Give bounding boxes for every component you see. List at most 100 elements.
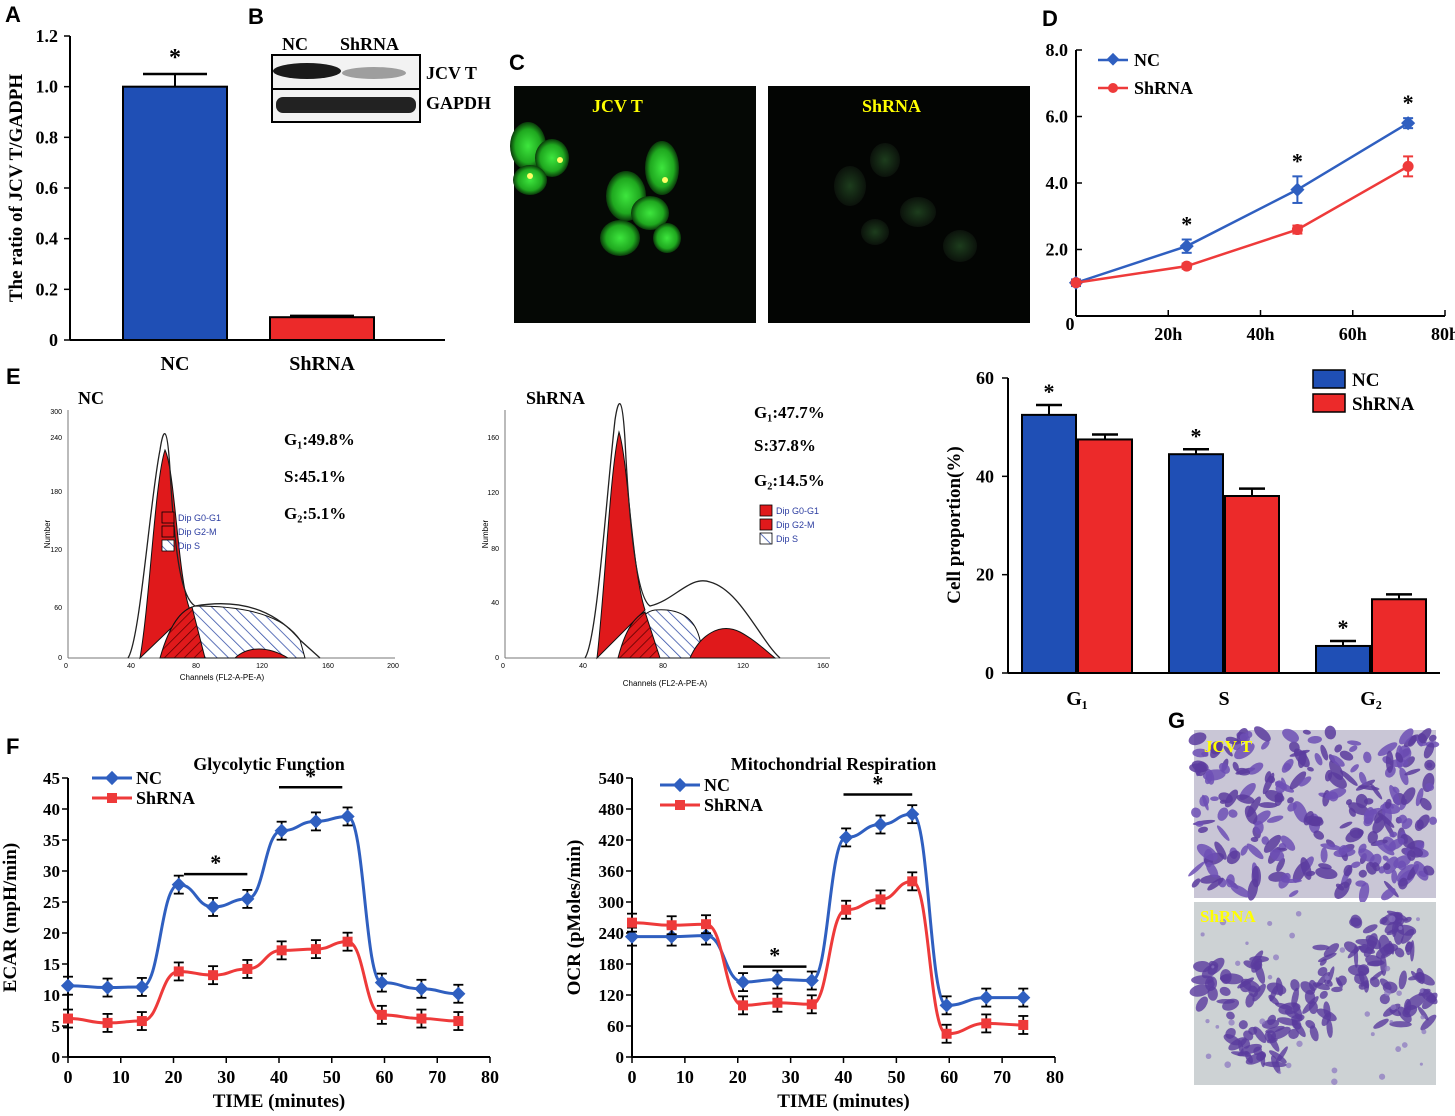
stain-cell: [1225, 736, 1240, 745]
flow-shrna-xtick: 40: [579, 663, 587, 670]
chart-d-xtick-label: 20h: [1154, 324, 1182, 344]
chart-f-ocr-xtick-label: 70: [993, 1067, 1011, 1087]
chart-f-ecar-point: [173, 966, 184, 977]
chart-f-ecar-xtick-label: 0: [64, 1067, 73, 1087]
chart-f-ecar-point: [340, 809, 355, 824]
stain-cell: [1222, 998, 1240, 1011]
chart-f-ocr-ytick-label: 180: [599, 955, 625, 974]
chart-f-ocr-point: [1016, 990, 1031, 1005]
stain-cell: [1261, 740, 1270, 750]
stain-cell: [1191, 760, 1209, 772]
stain-cell: [1246, 843, 1264, 860]
chart-f-ecar-ytick-label: 20: [43, 924, 60, 943]
stain-cell: [1379, 993, 1390, 1005]
chart-f-ecar-point: [310, 944, 321, 955]
chart-e-legend-swatch-shrna: [1312, 393, 1346, 413]
flow-histogram-shrna: ShRNA G₁:47.7% S:37.8% G₂:14.5% Dip G0-G…: [481, 388, 830, 688]
stain-cell: [1289, 771, 1307, 790]
chart-a-significance: *: [169, 45, 181, 71]
chart-f-ocr-ytick-label: 420: [599, 831, 625, 850]
flow-nc-g2: G₂:5.1%: [284, 504, 346, 523]
stain-dot: [1364, 1011, 1371, 1017]
stain-cell: [1247, 878, 1259, 901]
stain-cell: [1278, 1002, 1301, 1015]
stain-cell: [1375, 945, 1394, 959]
stain-cell: [1425, 782, 1435, 791]
flow-nc-xlabel: Channels (FL2-A-PE-A): [180, 673, 265, 682]
chart-d-point: [1070, 277, 1082, 289]
stain-dot: [1200, 932, 1205, 937]
stain-cell: [1395, 752, 1404, 763]
stain-cell: [1216, 825, 1230, 841]
chart-f-ecar-point: [100, 980, 115, 995]
stain-cell: [1305, 1019, 1316, 1029]
stain-cell: [1207, 877, 1224, 891]
stain-cell: [1358, 843, 1367, 853]
stain-cell: [1223, 745, 1233, 757]
stain-dot: [1205, 1053, 1212, 1060]
stain-cell: [1403, 734, 1420, 747]
stain-cell: [1230, 884, 1251, 898]
micrograph-jcvt: JCV T: [510, 86, 756, 323]
chart-e-bar-nc: [1168, 453, 1224, 675]
stain-cell: [1252, 983, 1266, 1002]
chart-f-ecar-xtick-label: 80: [481, 1067, 499, 1087]
chart-a-ytick-label: 0.8: [36, 127, 59, 147]
stain-cell: [1343, 864, 1353, 877]
stain-cell: [1317, 966, 1328, 977]
flow-nc-title: NC: [78, 388, 104, 408]
stain-cell: [1189, 984, 1211, 997]
stain-cell: [1188, 861, 1205, 877]
stain-cell: [1420, 1014, 1437, 1031]
stain-cell: [1313, 830, 1325, 840]
flow-histogram-nc: NC G₁:49.8% S:45.1% G₂:5.1% Dip G0-G1 Di…: [43, 388, 399, 682]
chart-d-point: [1290, 182, 1305, 197]
panel-letter-f: F: [6, 734, 19, 759]
stain-dot: [1419, 1062, 1423, 1066]
chart-a-category-label: NC: [161, 353, 190, 375]
chart-d-ytick-label: 4.0: [1046, 173, 1069, 193]
stain-cell: [1191, 807, 1202, 818]
flow-nc-xtick: 80: [192, 663, 200, 670]
stain-cell: [1331, 986, 1343, 993]
stain-cell: [1323, 1001, 1331, 1018]
chart-f-ecar-xtick-label: 30: [217, 1067, 235, 1087]
stain-cell: [1245, 993, 1255, 1008]
flow-nc-legend-1: Dip G0-G1: [178, 513, 221, 523]
stain-cell: [1219, 986, 1231, 996]
stain-dot: [1419, 988, 1424, 993]
stain-cell: [1425, 992, 1437, 1003]
chart-f-ocr-line-nc: [632, 812, 1024, 1007]
chart-f-ecar-point: [242, 963, 253, 974]
chart-f-ecar-ytick-label: 35: [43, 831, 60, 850]
chart-f-ocr-significance: *: [769, 943, 780, 968]
chart-e-ytick-label: 60: [976, 368, 994, 388]
chart-f-ocr-xlabel: TIME (minutes): [777, 1091, 909, 1112]
stain-cell: [1225, 1027, 1236, 1039]
stain-cell: [1291, 1019, 1302, 1030]
stain-dot: [1224, 1061, 1232, 1068]
stain-cell: [1191, 878, 1201, 888]
flow-nc-legend-2: Dip G2-M: [178, 527, 217, 537]
stain-cell: [1317, 952, 1337, 963]
stain-cell: [1423, 865, 1435, 876]
stain-cell: [1276, 858, 1286, 872]
stain-cell: [1291, 1014, 1305, 1022]
stain-cell: [1399, 728, 1414, 745]
stain-dots-shrna: [1189, 910, 1438, 1085]
stain-dot: [1331, 1078, 1338, 1085]
chart-f-ocr-xtick-label: 50: [887, 1067, 905, 1087]
chart-f-ocr-ytick-label: 300: [599, 893, 625, 912]
flow-shrna-ytick: 160: [487, 435, 499, 442]
chart-f-ecar-significance: *: [305, 763, 316, 788]
stain-dot: [1384, 989, 1391, 997]
flow-nc-xtick: 160: [322, 663, 334, 670]
stain-cell: [1358, 771, 1367, 786]
stain-cell: [1195, 820, 1204, 827]
stain-cell: [1293, 748, 1310, 768]
chart-f-ecar-xlabel: TIME (minutes): [213, 1091, 345, 1112]
chart-f-ocr: 0 60 120 180 240 300 360 420 480 540 0 10 20 30 40 50 60…: [564, 754, 1064, 1112]
chart-f-ecar-point: [60, 978, 76, 993]
flow-shrna-s: S:37.8%: [754, 436, 816, 455]
